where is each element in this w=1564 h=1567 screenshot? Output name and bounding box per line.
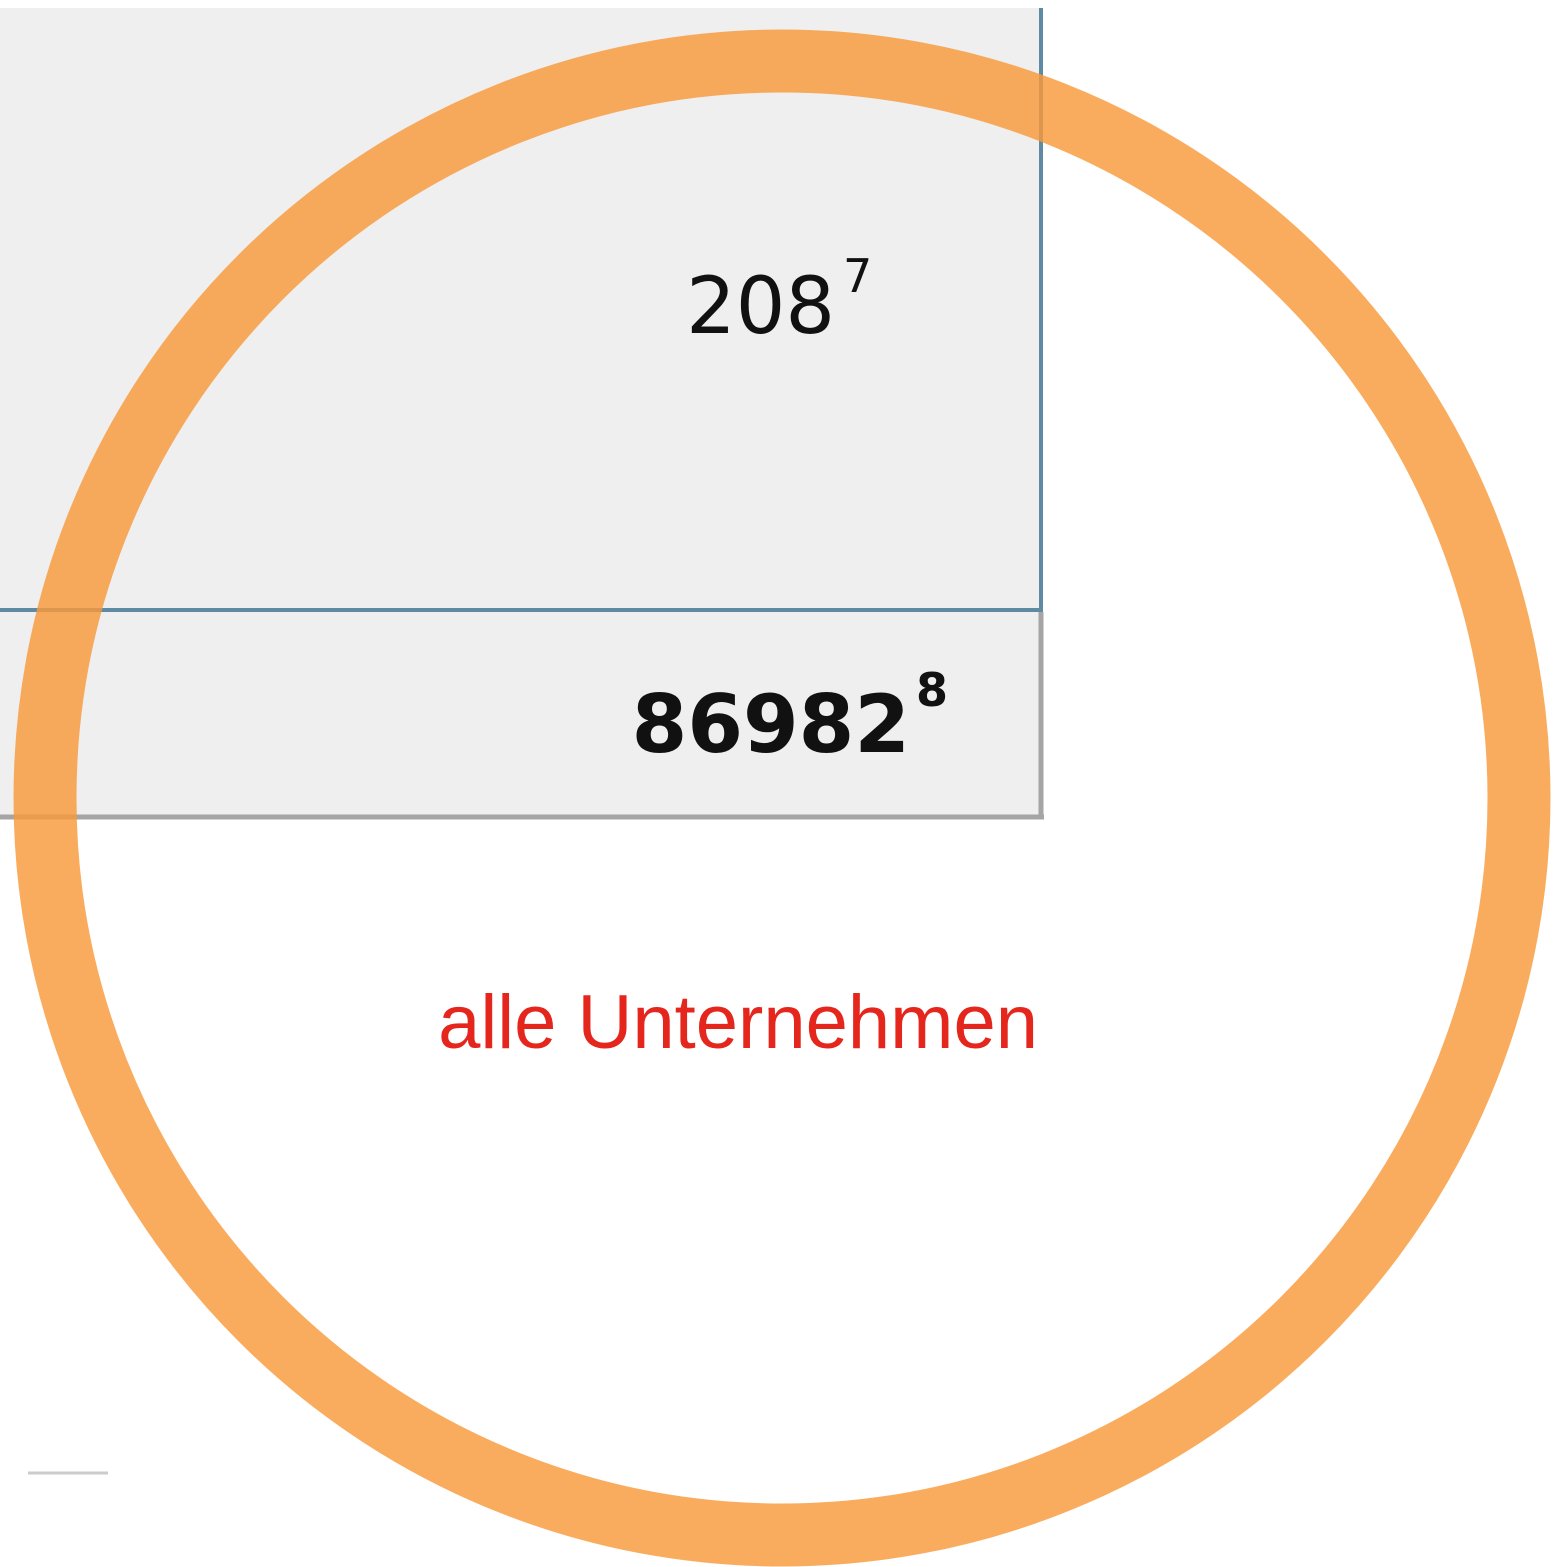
footnote-marker: 8 bbox=[916, 663, 948, 717]
cell-value: 208 bbox=[686, 262, 835, 352]
highlight-label: alle Unternehmen bbox=[438, 980, 1038, 1065]
highlight-circle bbox=[13, 29, 1551, 1567]
cell-value: 86982 bbox=[632, 678, 910, 771]
footnote-marker: 7 bbox=[843, 249, 872, 303]
